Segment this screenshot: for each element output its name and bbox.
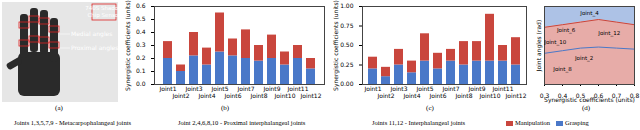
- svg-text:Joint3: Joint3: [390, 84, 408, 92]
- svg-text:Joint1: Joint1: [159, 84, 177, 92]
- svg-text:Joint12: Joint12: [505, 92, 527, 100]
- svg-text:Medial angles: Medial angles: [71, 30, 112, 38]
- svg-text:Joint_4: Joint_4: [579, 10, 599, 17]
- svg-text:Joint10: Joint10: [274, 92, 296, 100]
- svg-text:0.00: 0.00: [340, 80, 354, 87]
- svg-text:Joint5: Joint5: [416, 84, 434, 92]
- svg-text:Joint_10: Joint_10: [543, 39, 566, 46]
- svg-text:Joint_12: Joint_12: [597, 30, 620, 37]
- svg-text:Joint2: Joint2: [171, 92, 189, 100]
- svg-text:0.50: 0.50: [340, 41, 354, 48]
- svg-text:0.3: 0.3: [136, 41, 146, 48]
- html-text:(b): (b): [220, 104, 230, 112]
- svg-text:0.2: 0.2: [136, 54, 146, 61]
- svg-text:Joint12: Joint12: [300, 92, 322, 100]
- svg-text:Joint7: Joint7: [442, 84, 460, 92]
- svg-text:Joint2: Joint2: [376, 92, 394, 100]
- html-text:Joints 1,3,5,7,9 - Metacarpoph: Joints 1,3,5,7,9 - Metacarpophalangeal j…: [14, 119, 131, 126]
- svg-text:Joint_2: Joint_2: [574, 55, 593, 62]
- svg-text:Joint1: Joint1: [364, 84, 382, 92]
- svg-text:740S Shadow: 740S Shadow: [85, 5, 120, 11]
- svg-text:Joint9: Joint9: [468, 84, 486, 92]
- svg-text:Joint11: Joint11: [287, 84, 309, 92]
- svg-text:Joint8: Joint8: [454, 92, 472, 100]
- svg-text:Joint8: Joint8: [249, 92, 267, 100]
- svg-text:Chip Sensor: Chip Sensor: [88, 12, 120, 19]
- svg-text:Joint6: Joint6: [223, 92, 241, 100]
- svg-text:0.25: 0.25: [340, 61, 354, 68]
- svg-text:1.00: 1.00: [340, 2, 354, 9]
- html-text:(a): (a): [55, 104, 63, 112]
- html-text:(d): (d): [581, 104, 591, 112]
- svg-text:Synergistic coefficients (unit: Synergistic coefficients (units): [544, 96, 635, 104]
- svg-text:Joint4: Joint4: [197, 92, 215, 100]
- svg-text:Joint3: Joint3: [185, 84, 203, 92]
- svg-text:Proximal angles: Proximal angles: [71, 44, 118, 52]
- svg-text:0.75: 0.75: [340, 22, 354, 29]
- svg-text:Joint6: Joint6: [428, 92, 446, 100]
- svg-text:Synergistic coefficients (unit: Synergistic coefficients (units): [124, 0, 132, 91]
- svg-text:Joint9: Joint9: [263, 84, 281, 92]
- svg-text:Joint10: Joint10: [479, 92, 501, 100]
- html-text:Manipulation: Manipulation: [515, 119, 550, 126]
- svg-text:0.6: 0.6: [136, 2, 146, 9]
- svg-text:0.4: 0.4: [136, 28, 146, 35]
- html-text:Grasping: Grasping: [565, 119, 589, 126]
- svg-text:Joint5: Joint5: [211, 84, 229, 92]
- svg-text:Joint angles (rad): Joint angles (rad): [535, 20, 543, 72]
- html-text:(c): (c): [426, 104, 434, 112]
- svg-text:Synergistic coefficients (unit: Synergistic coefficients (units): [332, 0, 340, 91]
- svg-text:Joint11: Joint11: [492, 84, 514, 92]
- svg-text:Joint_6: Joint_6: [556, 27, 576, 34]
- svg-text:Joint4: Joint4: [402, 92, 420, 100]
- svg-text:0.0: 0.0: [136, 80, 146, 87]
- svg-text:0.1: 0.1: [136, 67, 146, 74]
- html-text:Joint 2,4,6,8,10 - Proximal in: Joint 2,4,6,8,10 - Proximal interphalang…: [178, 119, 306, 126]
- svg-text:0.5: 0.5: [136, 15, 146, 22]
- svg-text:Joint7: Joint7: [237, 84, 255, 92]
- svg-text:Joint_8: Joint_8: [552, 66, 572, 73]
- html-text:Joints 11,12 - Interphalangeal: Joints 11,12 - Interphalangeal joints: [372, 119, 466, 126]
